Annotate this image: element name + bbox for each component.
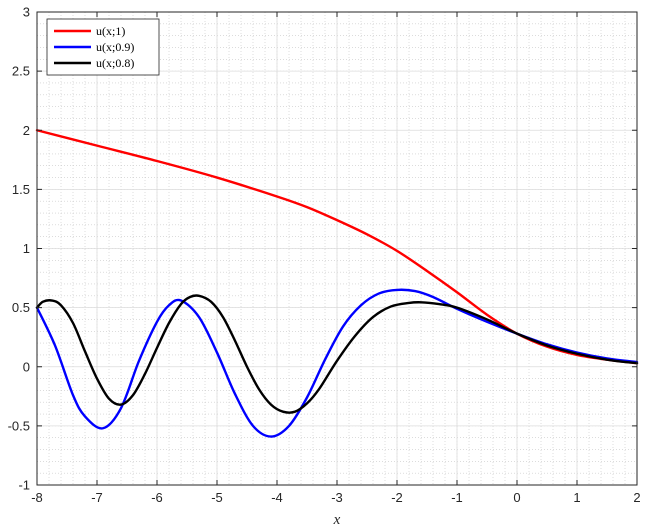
y-tick-label: -0.5 bbox=[8, 418, 30, 433]
x-tick-label: 1 bbox=[573, 490, 580, 505]
series-line-2 bbox=[35, 288, 639, 438]
legend-label: u(x;0.8) bbox=[96, 56, 134, 70]
legend-label: u(x;1) bbox=[96, 24, 125, 38]
series-layer bbox=[35, 129, 639, 438]
x-tick-label: -2 bbox=[391, 490, 403, 505]
x-tick-label: -7 bbox=[91, 490, 103, 505]
series-line-3 bbox=[35, 294, 639, 414]
y-tick-label: -1 bbox=[18, 478, 30, 493]
y-axis-ticks: -1 -0.5 0 0.5 1 1.5 2 2.5 3 bbox=[8, 5, 637, 493]
x-tick-label: -3 bbox=[331, 490, 343, 505]
legend-label: u(x;0.9) bbox=[96, 40, 134, 54]
legend: u(x;1) u(x;0.9) u(x;0.8) bbox=[46, 18, 160, 76]
x-tick-label: -5 bbox=[211, 490, 223, 505]
x-tick-label: 0 bbox=[513, 490, 520, 505]
x-axis-ticks: -8 -7 -6 -5 -4 -3 -2 -1 0 1 2 bbox=[31, 12, 641, 505]
y-tick-label: 0.5 bbox=[12, 300, 30, 315]
x-tick-label: -8 bbox=[31, 490, 43, 505]
y-tick-label: 1.5 bbox=[12, 182, 30, 197]
series-line-1 bbox=[35, 129, 639, 365]
x-tick-label: -6 bbox=[151, 490, 163, 505]
y-tick-label: 2 bbox=[23, 123, 30, 138]
y-tick-label: 1 bbox=[23, 241, 30, 256]
x-axis-label: x bbox=[333, 512, 341, 528]
y-tick-label: 2.5 bbox=[12, 64, 30, 79]
y-tick-label: 0 bbox=[23, 359, 30, 374]
y-tick-label: 3 bbox=[23, 5, 30, 20]
x-tick-label: 2 bbox=[633, 490, 640, 505]
x-tick-label: -4 bbox=[271, 490, 283, 505]
x-tick-label: -1 bbox=[451, 490, 463, 505]
